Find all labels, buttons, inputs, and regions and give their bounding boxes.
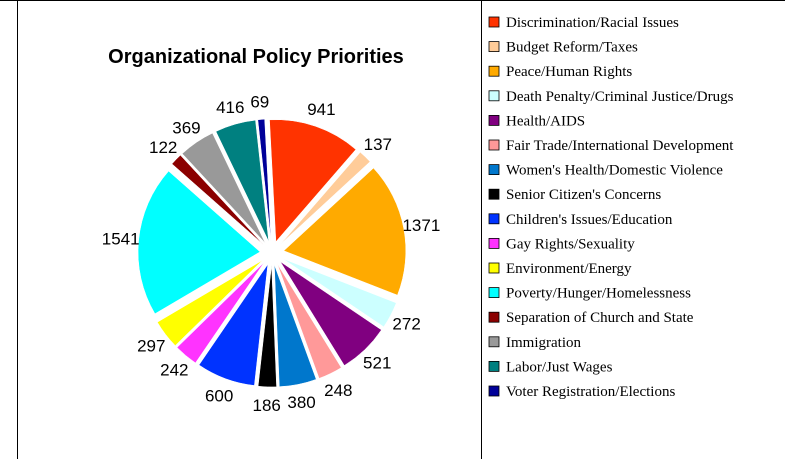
legend-label-senior-citizen-s-concerns: Senior Citizen's Concerns [506, 187, 661, 203]
legend-label-fair-trade-international-development: Fair Trade/International Development [506, 138, 734, 154]
data-label-peace-human-rights: 1371 [402, 216, 440, 235]
legend-label-voter-registration-elections: Voter Registration/Elections [506, 384, 675, 400]
legend-label-gay-rights-sexuality: Gay Rights/Sexuality [506, 236, 635, 252]
data-label-immigration: 369 [172, 118, 200, 137]
slice-children-s-issues-education [198, 264, 269, 386]
legend-swatch-fair-trade-international-development [488, 139, 500, 151]
legend-label-peace-human-rights: Peace/Human Rights [506, 64, 632, 80]
slice-women-s-health-domestic-violence [274, 264, 317, 387]
data-label-labor-just-wages: 416 [216, 98, 244, 117]
legend-label-separation-of-church-and-state: Separation of Church and State [506, 310, 694, 326]
legend-swatch-poverty-hunger-homelessness [488, 287, 500, 299]
pie-slices [137, 118, 407, 388]
slice-fair-trade-international-development [277, 263, 342, 379]
slice-separation-of-church-and-state [171, 154, 264, 245]
data-labels: 941 137 1371 272 521 248 380 186 600 242 297 1541 12… [102, 92, 441, 414]
legend-swatch-environment-energy [488, 262, 500, 274]
legend-label-environment-energy: Environment/Energy [506, 261, 632, 277]
data-label-fair-trade-international-development: 248 [324, 381, 352, 400]
slice-senior-citizen-s-concerns [257, 264, 277, 388]
legend-label-health-aids: Health/AIDS [506, 113, 585, 129]
legend-label-immigration: Immigration [506, 335, 581, 351]
data-label-poverty-hunger-homelessness: 1541 [102, 230, 140, 249]
legend-items: Discrimination/Racial Issues Budget Refor… [488, 15, 734, 400]
slice-poverty-hunger-homelessness [137, 170, 261, 315]
legend-swatch-senior-citizen-s-concerns [488, 188, 500, 200]
legend-swatch-discrimination-racial-issues [488, 16, 500, 28]
legend-label-labor-just-wages: Labor/Just Wages [506, 359, 613, 375]
data-label-children-s-issues-education: 600 [205, 387, 233, 406]
legend-label-women-s-health-domestic-violence: Women's Health/Domestic Violence [506, 163, 723, 179]
legend-swatch-health-aids [488, 115, 500, 126]
data-label-separation-of-church-and-state: 122 [149, 138, 177, 157]
legend-swatch-labor-just-wages [488, 360, 500, 372]
legend-swatch-death-penalty-criminal-justice-drugs [488, 90, 500, 102]
slice-gay-rights-sexuality [176, 262, 265, 364]
legend-label-poverty-hunger-homelessness: Poverty/Hunger/Homelessness [506, 286, 691, 302]
data-label-death-penalty-criminal-justice-drugs: 272 [392, 315, 420, 334]
slice-immigration [181, 132, 266, 244]
legend-swatch-immigration [488, 336, 500, 348]
legend-swatch-budget-reform-taxes [488, 41, 500, 52]
data-label-senior-citizen-s-concerns: 186 [253, 396, 281, 415]
data-label-women-s-health-domestic-violence: 380 [287, 393, 315, 412]
slice-voter-registration-elections [257, 118, 272, 242]
slice-budget-reform-taxes [280, 151, 371, 245]
chart-title: Organizational Policy Priorities [108, 46, 404, 68]
legend-swatch-voter-registration-elections [488, 385, 500, 397]
legend-label-death-penalty-criminal-justice-drugs: Death Penalty/Criminal Justice/Drugs [506, 89, 734, 105]
legend-label-discrimination-racial-issues: Discrimination/Racial Issues [506, 15, 679, 31]
slice-death-penalty-criminal-justice-drugs [282, 258, 397, 328]
data-label-health-aids: 521 [363, 354, 391, 373]
slice-environment-energy [157, 260, 263, 346]
slice-peace-human-rights [283, 167, 407, 296]
data-label-budget-reform-taxes: 137 [364, 135, 392, 154]
legend-swatch-children-s-issues-education [488, 213, 500, 225]
data-label-voter-registration-elections: 69 [250, 92, 269, 111]
data-label-discrimination-racial-issues: 941 [307, 100, 335, 119]
legend-swatch-women-s-health-domestic-violence [488, 164, 500, 176]
legend-swatch-peace-human-rights [488, 65, 500, 77]
slice-labor-just-wages [215, 119, 269, 242]
slice-health-aids [280, 261, 382, 366]
legend: Discrimination/Racial Issues Budget Refor… [481, 0, 785, 459]
data-label-gay-rights-sexuality: 242 [160, 360, 188, 379]
data-label-environment-energy: 297 [137, 336, 165, 355]
slice-discrimination-racial-issues [269, 119, 357, 243]
legend-swatch-gay-rights-sexuality [488, 237, 500, 249]
legend-label-children-s-issues-education: Children's Issues/Education [506, 212, 673, 228]
legend-swatch-separation-of-church-and-state [488, 311, 500, 323]
legend-label-budget-reform-taxes: Budget Reform/Taxes [506, 40, 638, 56]
